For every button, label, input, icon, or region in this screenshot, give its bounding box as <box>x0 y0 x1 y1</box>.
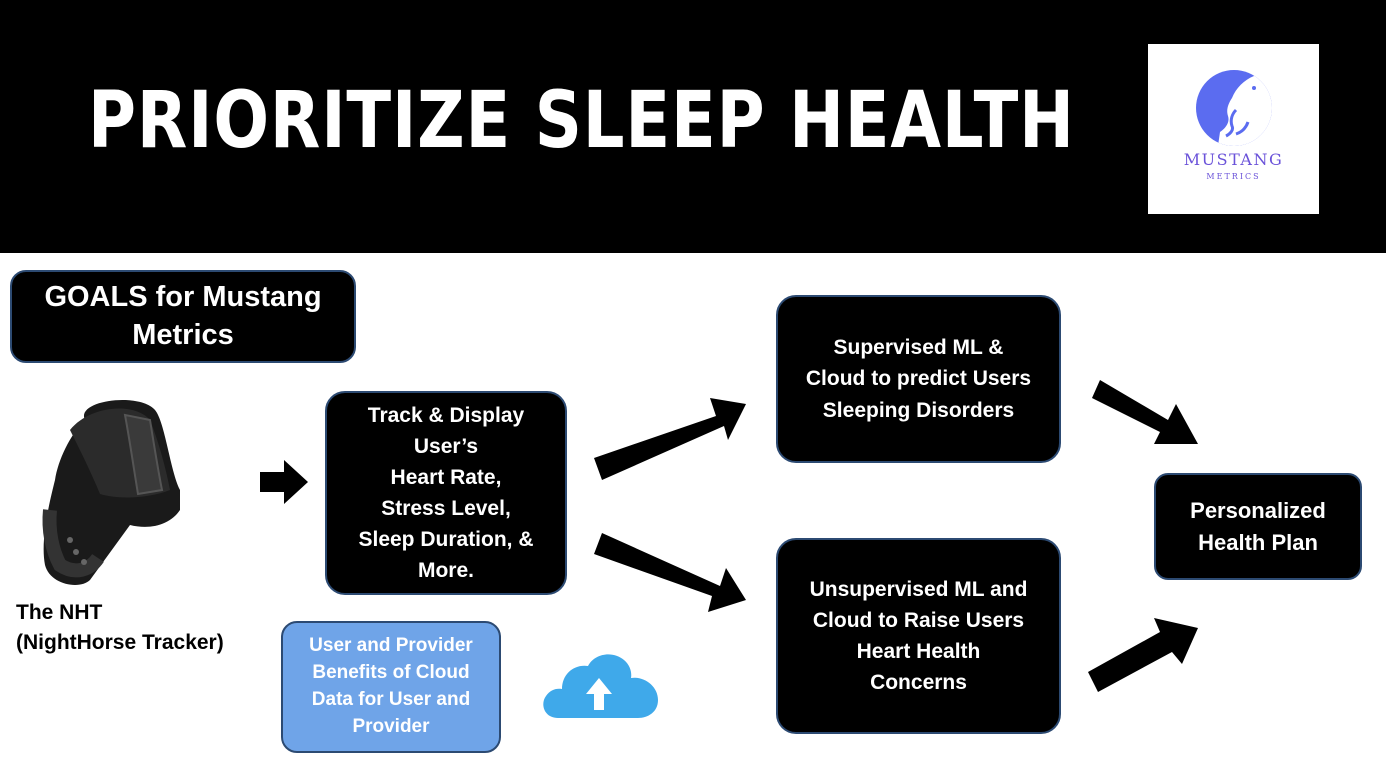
unsupervised-ml-box: Unsupervised ML and Cloud to Raise Users… <box>776 538 1061 734</box>
device-label: The NHT (NightHorse Tracker) <box>16 598 224 659</box>
goals-box: GOALS for Mustang Metrics <box>10 270 356 363</box>
supervised-line: Supervised ML & <box>833 336 1004 360</box>
device-label-line2: (NightHorse Tracker) <box>16 631 224 655</box>
logo-subtitle: METRICS <box>1206 172 1261 181</box>
plan-line: Health Plan <box>1198 529 1318 555</box>
track-line: Track & Display <box>367 403 525 427</box>
cloud-benefit-line: Benefits of Cloud <box>312 662 470 684</box>
unsupervised-line: Heart Health <box>856 640 981 663</box>
track-line: Heart Rate, <box>390 465 502 489</box>
plan-line: Personalized <box>1190 497 1326 523</box>
cloud-benefit-line: Provider <box>352 715 430 737</box>
arrow-right-icon <box>260 460 308 504</box>
page-title: PRIORITIZE SLEEP HEALTH <box>88 76 1075 166</box>
arrow-down-right-icon <box>1092 380 1198 444</box>
fitness-band-icon <box>42 399 181 585</box>
cloud-upload-icon <box>543 654 658 718</box>
unsupervised-line: Unsupervised ML and <box>809 577 1028 601</box>
track-line: Stress Level, <box>381 497 511 520</box>
track-line: User’s <box>413 434 479 458</box>
arrow-up-right-icon <box>594 398 746 480</box>
goals-text: GOALS for Mustang Metrics <box>44 280 322 351</box>
header-banner: PRIORITIZE SLEEP HEALTH MUSTANG METRICS <box>0 0 1386 253</box>
device-label-line1: The NHT <box>16 601 103 624</box>
track-display-box: Track & Display User’s Heart Rate, Stres… <box>325 391 567 595</box>
cloud-benefit-line: User and Provider <box>309 635 473 657</box>
cloud-benefits-box: User and Provider Benefits of Cloud Data… <box>281 621 501 753</box>
track-line: Sleep Duration, & <box>358 528 534 552</box>
health-plan-box: Personalized Health Plan <box>1154 473 1362 580</box>
supervised-line: Cloud to predict Users <box>805 367 1032 391</box>
supervised-ml-box: Supervised ML & Cloud to predict Users S… <box>776 295 1061 463</box>
arrow-down-right-icon <box>594 533 746 612</box>
logo-name: MUSTANG <box>1183 150 1284 169</box>
track-line: More. <box>417 559 474 583</box>
mustang-metrics-logo: MUSTANG METRICS <box>1148 44 1319 214</box>
supervised-line: Sleeping Disorders <box>822 398 1015 422</box>
arrow-up-right-icon <box>1088 618 1198 692</box>
unsupervised-line: Concerns <box>870 671 967 695</box>
cloud-benefit-line: Data for User and <box>311 689 471 710</box>
unsupervised-line: Cloud to Raise Users <box>812 608 1025 632</box>
mustang-horse-icon <box>1196 70 1272 146</box>
